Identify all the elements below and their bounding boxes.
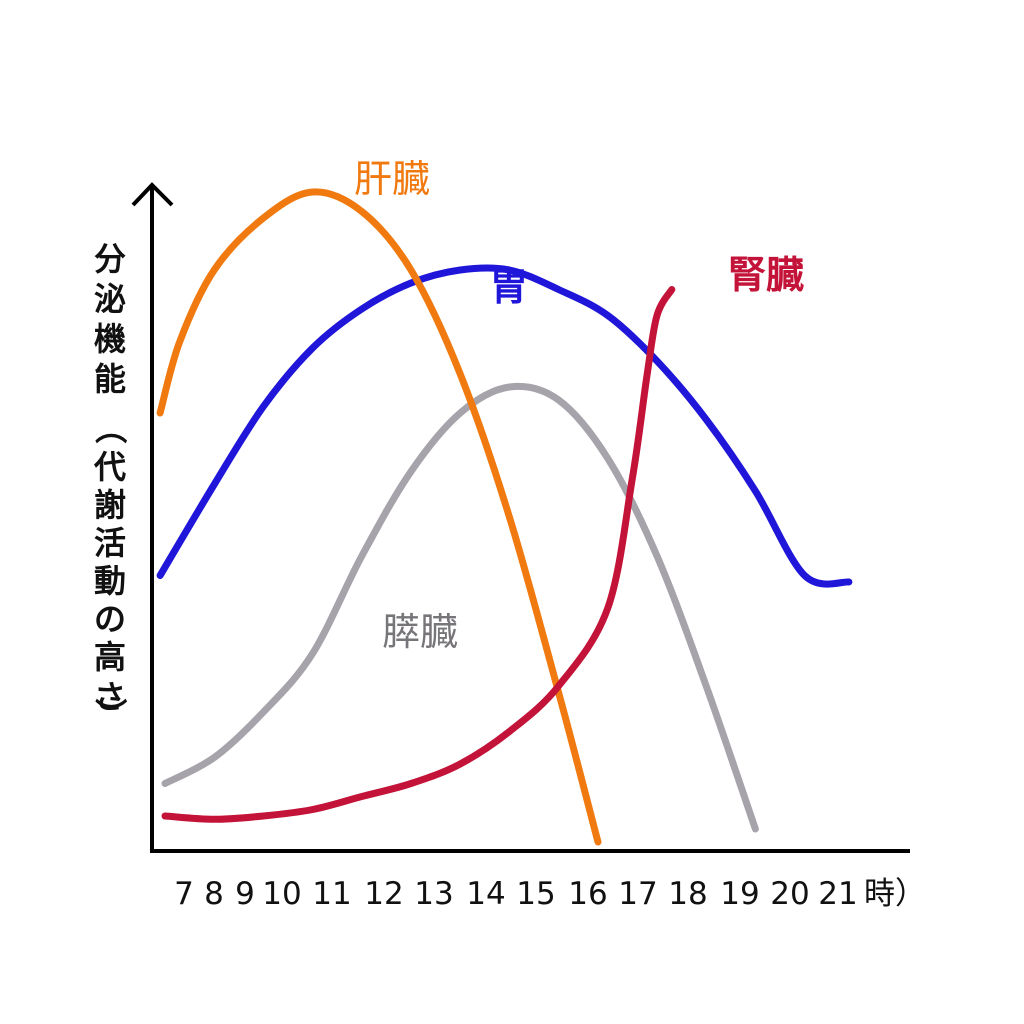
x-tick-label-10: 10 — [262, 876, 301, 912]
x-tick-label-18: 18 — [668, 876, 707, 912]
series-line-3 — [161, 286, 676, 823]
series-label-1: 胃 — [490, 265, 528, 309]
x-tick-label-16: 16 — [568, 876, 607, 912]
y-axis-label-char: 動 — [94, 562, 126, 600]
x-tick-labels: 7 8 9 10 11 12 13 14 15 16 17 18 19 20 21 時） — [174, 876, 926, 912]
x-tick-label-21: 21 — [818, 876, 857, 912]
y-axis-label-char: 活 — [94, 524, 126, 562]
y-axis-label-char: さ — [94, 678, 126, 716]
x-tick-label-12: 12 — [364, 876, 403, 912]
x-tick-label-13: 13 — [414, 876, 453, 912]
x-tick-label-20: 20 — [770, 876, 809, 912]
series-label-2: 膵臓 — [382, 610, 458, 654]
series-line-1 — [156, 264, 853, 588]
y-axis-label-char: 分 — [94, 240, 126, 278]
x-tick-label-17: 17 — [618, 876, 657, 912]
x-tick-label-11: 11 — [312, 876, 351, 912]
series-curves — [156, 188, 853, 846]
y-axis-label-char: （ — [91, 412, 129, 444]
y-axis-label-char: 能 — [94, 360, 126, 398]
y-axis-label-char: ） — [91, 698, 129, 730]
x-tick-label-7: 7 — [174, 876, 194, 912]
y-axis-label-char: 機 — [94, 320, 126, 358]
y-axis-label-char: 代 — [93, 448, 126, 486]
x-tick-label-19: 19 — [720, 876, 759, 912]
y-axis-label-char: の — [94, 600, 126, 638]
axes — [131, 182, 910, 853]
y-axis-label-char: 泌 — [94, 280, 126, 318]
x-axis-unit: 時） — [864, 876, 926, 912]
series-label-0: 肝臓 — [354, 157, 430, 201]
x-tick-label-15: 15 — [516, 876, 555, 912]
x-tick-label-14: 14 — [466, 876, 505, 912]
series-label-3: 腎臓 — [728, 253, 804, 297]
y-axis-label-char: 謝 — [94, 486, 126, 524]
series-line-0 — [156, 188, 602, 846]
x-tick-label-9: 9 — [235, 876, 255, 912]
y-axis-label-char: 高 — [94, 638, 126, 676]
y-axis-arrowhead — [131, 182, 174, 207]
x-tick-label-8: 8 — [204, 876, 224, 912]
